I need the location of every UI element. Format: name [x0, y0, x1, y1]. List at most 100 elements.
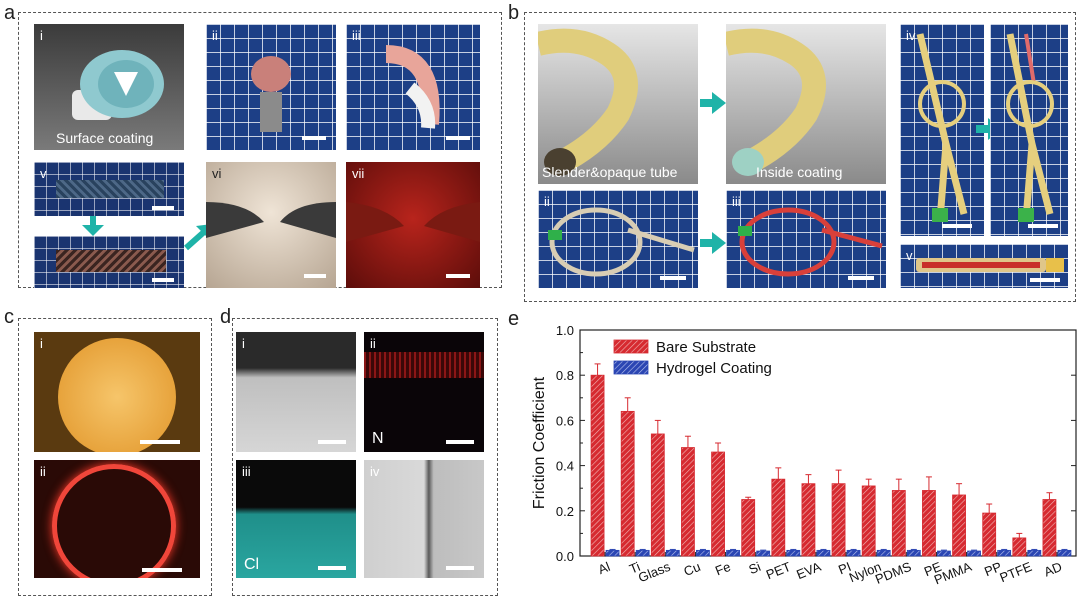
bar-hydrogel-ti [635, 549, 650, 557]
scale-bar [152, 278, 174, 282]
bar-bare-pe [922, 490, 936, 557]
x-tick-label-pi: PI [836, 559, 853, 578]
panel-c-frame [18, 318, 212, 596]
y-axis-title: Friction Coefficient [531, 376, 548, 509]
photo-d-ii-nitrogen-map: ii N [364, 332, 484, 452]
stent-bare [56, 180, 164, 198]
sublabel-c-i: i [40, 336, 43, 351]
scale-bar [1030, 278, 1060, 282]
x-tick-label-glass: Glass [636, 559, 673, 586]
sublabel-d-iii: iii [242, 464, 251, 479]
sublabel-c-ii: ii [40, 464, 46, 479]
sublabel-d-ii: ii [370, 336, 376, 351]
bar-bare-cu [681, 447, 695, 557]
y-tick-label: 0.4 [556, 459, 574, 474]
scale-bar [318, 566, 346, 570]
panel-label-b: b [508, 2, 520, 24]
bar-bare-nylon [861, 485, 876, 557]
x-tick-label-ptfe: PTFE [998, 559, 1035, 585]
sublabel-b-v: v [906, 248, 913, 263]
bar-hydrogel-pp [997, 549, 1012, 557]
bar-bare-pet [771, 478, 786, 557]
photo-b-iv-catheter-bare: iv [900, 24, 984, 236]
legend-label-hydrogel: Hydrogel Coating [656, 360, 772, 377]
panel-label-a: a [4, 2, 16, 24]
x-tick-label-al: Al [596, 559, 612, 577]
y-tick-label: 1.0 [556, 323, 574, 338]
y-tick-label: 0.8 [556, 368, 574, 383]
bar-bare-si [741, 499, 756, 557]
photo-a-i-surface-coating: i Surface coating [34, 24, 184, 150]
bar-bare-ptfe [1012, 537, 1027, 557]
arrow-down-icon [82, 216, 104, 236]
bar-bare-pdms [891, 490, 906, 557]
photo-b-iv-catheter-coated [990, 24, 1068, 236]
bar-bare-al [590, 374, 605, 557]
sublabel-d-i: i [242, 336, 245, 351]
sublabel-a-vi: vi [212, 166, 222, 181]
scale-bar [446, 566, 474, 570]
sublabel-d-iv: iv [370, 464, 380, 479]
photo-d-iii-chlorine-map: iii Cl [236, 460, 356, 578]
sublabel-b-ii: ii [544, 194, 550, 209]
bar-bare-pi [831, 483, 846, 557]
y-tick-label: 0.2 [556, 504, 574, 519]
sublabel-b-iii: iii [732, 194, 741, 209]
photo-a-iii-coated-tube: iii [346, 24, 480, 150]
bar-hydrogel-eva [816, 549, 831, 557]
caption-surface-coating: Surface coating [56, 130, 154, 146]
y-tick-label: 0.0 [556, 549, 574, 564]
photo-a-v-stent-bare: v [34, 162, 184, 216]
bar-hydrogel-pmma [967, 550, 981, 557]
scale-bar [140, 440, 180, 444]
scale-bar [302, 136, 326, 140]
scale-bar [446, 274, 470, 278]
photo-b-i-inside-coating: Inside coating [726, 24, 886, 184]
photo-b-i-slender-tube: i Slender&opaque tube [538, 24, 698, 184]
sublabel-b-iv: iv [906, 28, 916, 43]
bar-hydrogel-pi [846, 549, 861, 557]
scale-bar [152, 206, 174, 210]
caption-inside-coating: Inside coating [756, 164, 843, 180]
y-tick-label: 0.6 [556, 413, 574, 428]
x-tick-label-cu: Cu [682, 559, 703, 579]
x-tick-label-eva: EVA [794, 559, 823, 582]
x-tick-label-pp: PP [982, 559, 1004, 579]
bar-bare-pp [982, 512, 997, 557]
x-tick-label-pe: PE [922, 559, 944, 580]
scale-bar [848, 276, 874, 280]
panel-d-frame [232, 318, 498, 596]
scale-bar [318, 440, 346, 444]
bar-bare-glass [650, 433, 665, 557]
bar-hydrogel-pdms [906, 549, 921, 557]
legend-swatch-bare [613, 339, 649, 354]
sublabel-a-ii: ii [212, 28, 218, 43]
photo-b-v-tube-section: v [900, 244, 1068, 288]
bar-hydrogel-ad [1057, 549, 1072, 557]
photo-a-ii-coated-knob: ii [206, 24, 336, 150]
bar-hydrogel-pet [786, 549, 801, 557]
bar-bare-fe [711, 451, 725, 557]
sublabel-a-vii: vii [352, 166, 365, 181]
photo-a-vi-tweezers: vi [206, 162, 336, 288]
photo-d-iv-sem: iv [364, 460, 484, 578]
mushroom-model-illustration [72, 50, 164, 120]
scale-bar [660, 276, 686, 280]
bar-bare-ad [1042, 499, 1057, 557]
scale-bar [446, 136, 470, 140]
arrow-right-icon [700, 92, 726, 114]
legend-swatch-hydrogel [613, 360, 649, 375]
sublabel-a-v: v [40, 166, 47, 181]
bar-hydrogel-si [756, 550, 771, 557]
stent-coated [56, 250, 166, 272]
bar-hydrogel-cu [696, 549, 710, 557]
bar-hydrogel-pe [937, 550, 951, 557]
caption-slender-opaque-tube: Slender&opaque tube [542, 164, 678, 180]
bar-hydrogel-al [605, 549, 620, 557]
bar-bare-eva [801, 483, 816, 557]
bar-hydrogel-nylon [876, 549, 891, 557]
bar-hydrogel-fe [726, 549, 740, 557]
photo-c-ii-red-ring: ii [34, 460, 200, 578]
element-label-cl: Cl [244, 556, 260, 573]
x-tick-label-fe: Fe [713, 559, 733, 579]
